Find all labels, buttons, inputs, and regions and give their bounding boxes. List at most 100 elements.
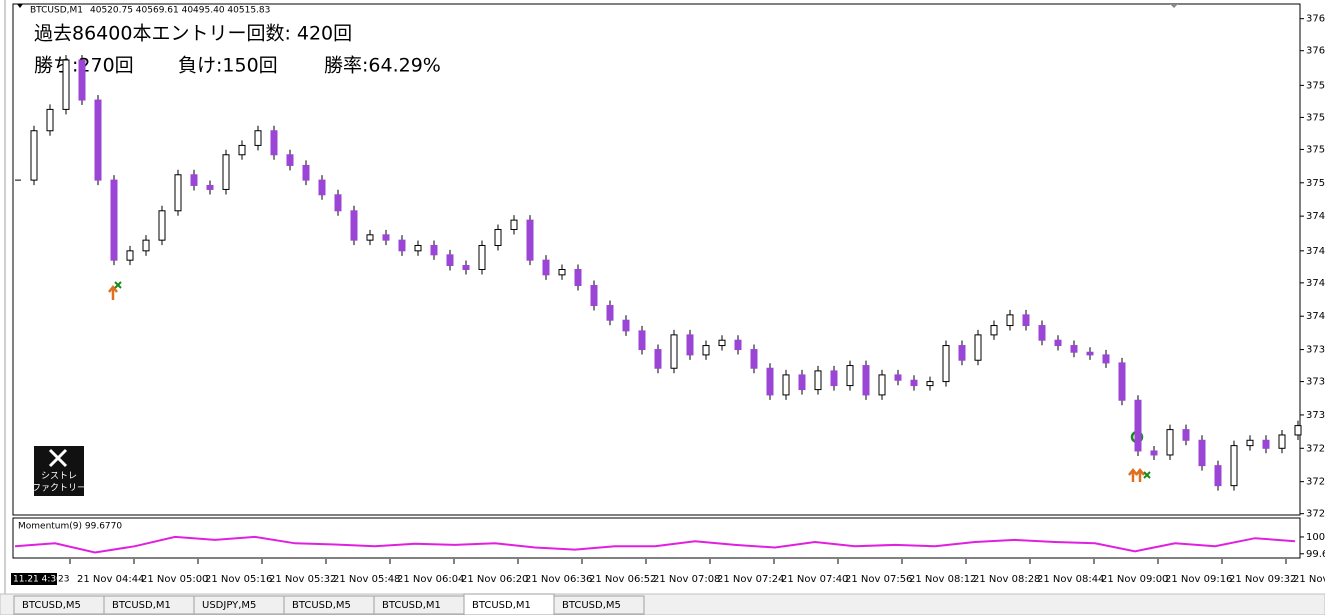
- candle: [78, 59, 86, 101]
- x-tick-label: 21 Nov 07:24: [717, 574, 784, 585]
- x-tick-label: 21 Nov 07:08: [653, 574, 720, 585]
- x-tick-label: 21 Nov 07:40: [781, 574, 848, 585]
- tab-label[interactable]: BTCUSD,M1: [472, 600, 531, 611]
- candle: [1150, 450, 1158, 456]
- candle: [862, 365, 870, 396]
- x-tick-label: 21 Nov 08:44: [1037, 574, 1104, 585]
- momentum-line: [14, 535, 1296, 554]
- cursor-time: 11.21 4:30: [13, 575, 62, 585]
- x-tick-label: 21 Nov 07:56: [845, 574, 912, 585]
- candle: [606, 305, 614, 321]
- tab-label[interactable]: BTCUSD,M5: [292, 600, 351, 611]
- candle: [1294, 425, 1302, 436]
- symbol: BTCUSD,M1: [30, 6, 83, 16]
- candle: [430, 244, 438, 256]
- x-tick-label: 21 Nov 04:44: [77, 574, 144, 585]
- y-tick-label: 99.6: [1306, 549, 1325, 560]
- candle: [830, 370, 838, 387]
- logo: シストレ ファクトリー: [32, 446, 86, 496]
- candle: [1246, 439, 1254, 447]
- tab-label[interactable]: USDJPY,M5: [202, 600, 256, 611]
- logo-text: ファクトリー: [32, 483, 86, 494]
- logo-text: シストレ: [41, 472, 77, 482]
- candle: [46, 108, 54, 132]
- x-tick-label: 21 Nov 08:12: [909, 574, 976, 585]
- candle: [478, 244, 486, 271]
- partial-time: 23: [58, 575, 69, 585]
- x-tick-label: 21 Nov 05:16: [205, 574, 272, 585]
- candle: [334, 194, 342, 212]
- tab-label[interactable]: BTCUSD,M1: [112, 600, 171, 611]
- candle: [814, 370, 822, 391]
- logo-bg: [34, 446, 84, 496]
- candle: [1278, 434, 1286, 449]
- candle: [622, 319, 630, 332]
- candle: [766, 367, 774, 396]
- candle: [414, 244, 422, 252]
- candle: [1102, 354, 1110, 364]
- candle: [238, 144, 246, 156]
- candle: [1198, 439, 1206, 467]
- tab[interactable]: [553, 595, 645, 615]
- candle: [542, 259, 550, 276]
- buy-arrow: [1128, 467, 1145, 482]
- menu-triangle: [17, 4, 23, 8]
- candle: [286, 154, 294, 166]
- candle: [1022, 314, 1030, 327]
- candle: [1262, 439, 1270, 449]
- candle: [30, 130, 38, 181]
- candle: [174, 174, 182, 212]
- candle: [750, 349, 758, 369]
- candle: [126, 250, 134, 261]
- candle: [686, 334, 694, 356]
- x-tick-label: 21 Nov 09:00: [1101, 574, 1168, 585]
- x-tick-label: 21 Nov 05:00: [141, 574, 208, 585]
- candle: [926, 381, 934, 387]
- x-tick-label: 21 Nov 05:32: [269, 574, 336, 585]
- candle: [782, 374, 790, 396]
- y-tick-label: 374: [1306, 211, 1325, 222]
- candle: [1038, 325, 1046, 341]
- x-tick-label: 21 Nov 06:52: [589, 574, 656, 585]
- candle: [318, 179, 326, 196]
- candle: [510, 219, 518, 230]
- x-tick-label: 21 Nov: [1293, 574, 1325, 585]
- candle: [1070, 345, 1078, 353]
- candle: [1134, 399, 1142, 452]
- overlay-rate: 勝率:64.29%: [324, 55, 441, 77]
- tab-label[interactable]: BTCUSD,M5: [562, 600, 621, 611]
- y-tick-label: 376: [1306, 14, 1325, 25]
- shift-marker: [1170, 4, 1178, 8]
- candle: [670, 334, 678, 369]
- y-tick-label: 376: [1306, 46, 1325, 57]
- candle: [158, 210, 166, 241]
- y-tick-label: 375: [1306, 144, 1325, 155]
- y-tick-label: 375: [1306, 80, 1325, 91]
- candle: [94, 99, 102, 181]
- candle: [718, 339, 726, 347]
- candle: [590, 285, 598, 307]
- candle: [1166, 429, 1174, 456]
- candle: [974, 334, 982, 361]
- candle: [1086, 351, 1094, 356]
- tab-label[interactable]: BTCUSD,M5: [22, 600, 81, 611]
- candle: [574, 269, 582, 287]
- candle: [398, 239, 406, 252]
- candle: [958, 345, 966, 361]
- y-tick-label: 373: [1306, 410, 1325, 421]
- y-tick-label: 373: [1306, 377, 1325, 388]
- candle: [942, 345, 950, 383]
- tab-label[interactable]: BTCUSD,M1: [382, 600, 441, 611]
- ohlc: 40520.75 40569.61 40495.40 40515.83: [90, 6, 270, 16]
- logo-icon: [48, 448, 68, 468]
- candle: [990, 325, 998, 336]
- x-tick-label: 21 Nov 06:04: [397, 574, 464, 585]
- y-tick-label: 372: [1306, 443, 1325, 454]
- x-tick-label: 21 Nov 05:48: [333, 574, 400, 585]
- candle: [302, 164, 310, 181]
- y-tick-label: 372: [1306, 509, 1325, 520]
- candle: [1006, 314, 1014, 327]
- candle: [110, 179, 118, 261]
